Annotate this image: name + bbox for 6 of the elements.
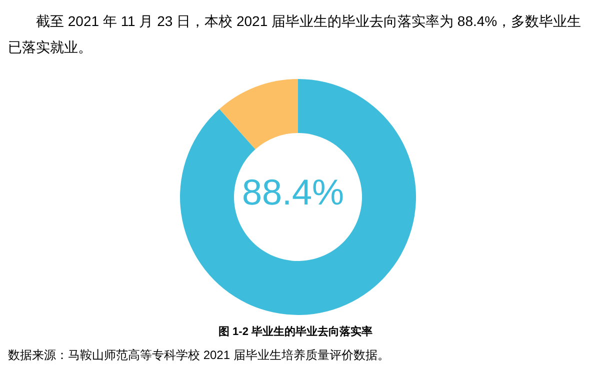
- source-note: 数据来源：马鞍山师范高等专科学校 2021 届毕业生培养质量评价数据。: [8, 347, 390, 364]
- text: 图 1-2 毕业生的毕业去向落实率: [217, 324, 374, 339]
- donut-slice: [219, 79, 298, 150]
- chart-subtitle: 截至 2021 年 11 月 23 日，本校 2021 届毕业生的毕业去向落实率为 88.4%，多数毕业生已落实就业。: [8, 12, 582, 57]
- data-label: 88.4%: [242, 172, 344, 212]
- donut-slice: [180, 79, 416, 315]
